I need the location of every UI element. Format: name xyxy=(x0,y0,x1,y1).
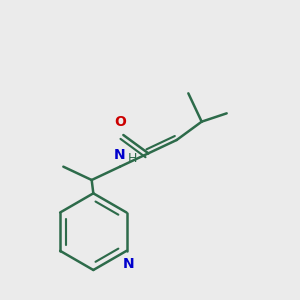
Text: N: N xyxy=(113,148,125,162)
Text: O: O xyxy=(115,115,127,129)
Text: H: H xyxy=(128,152,137,165)
Text: N: N xyxy=(122,257,134,271)
